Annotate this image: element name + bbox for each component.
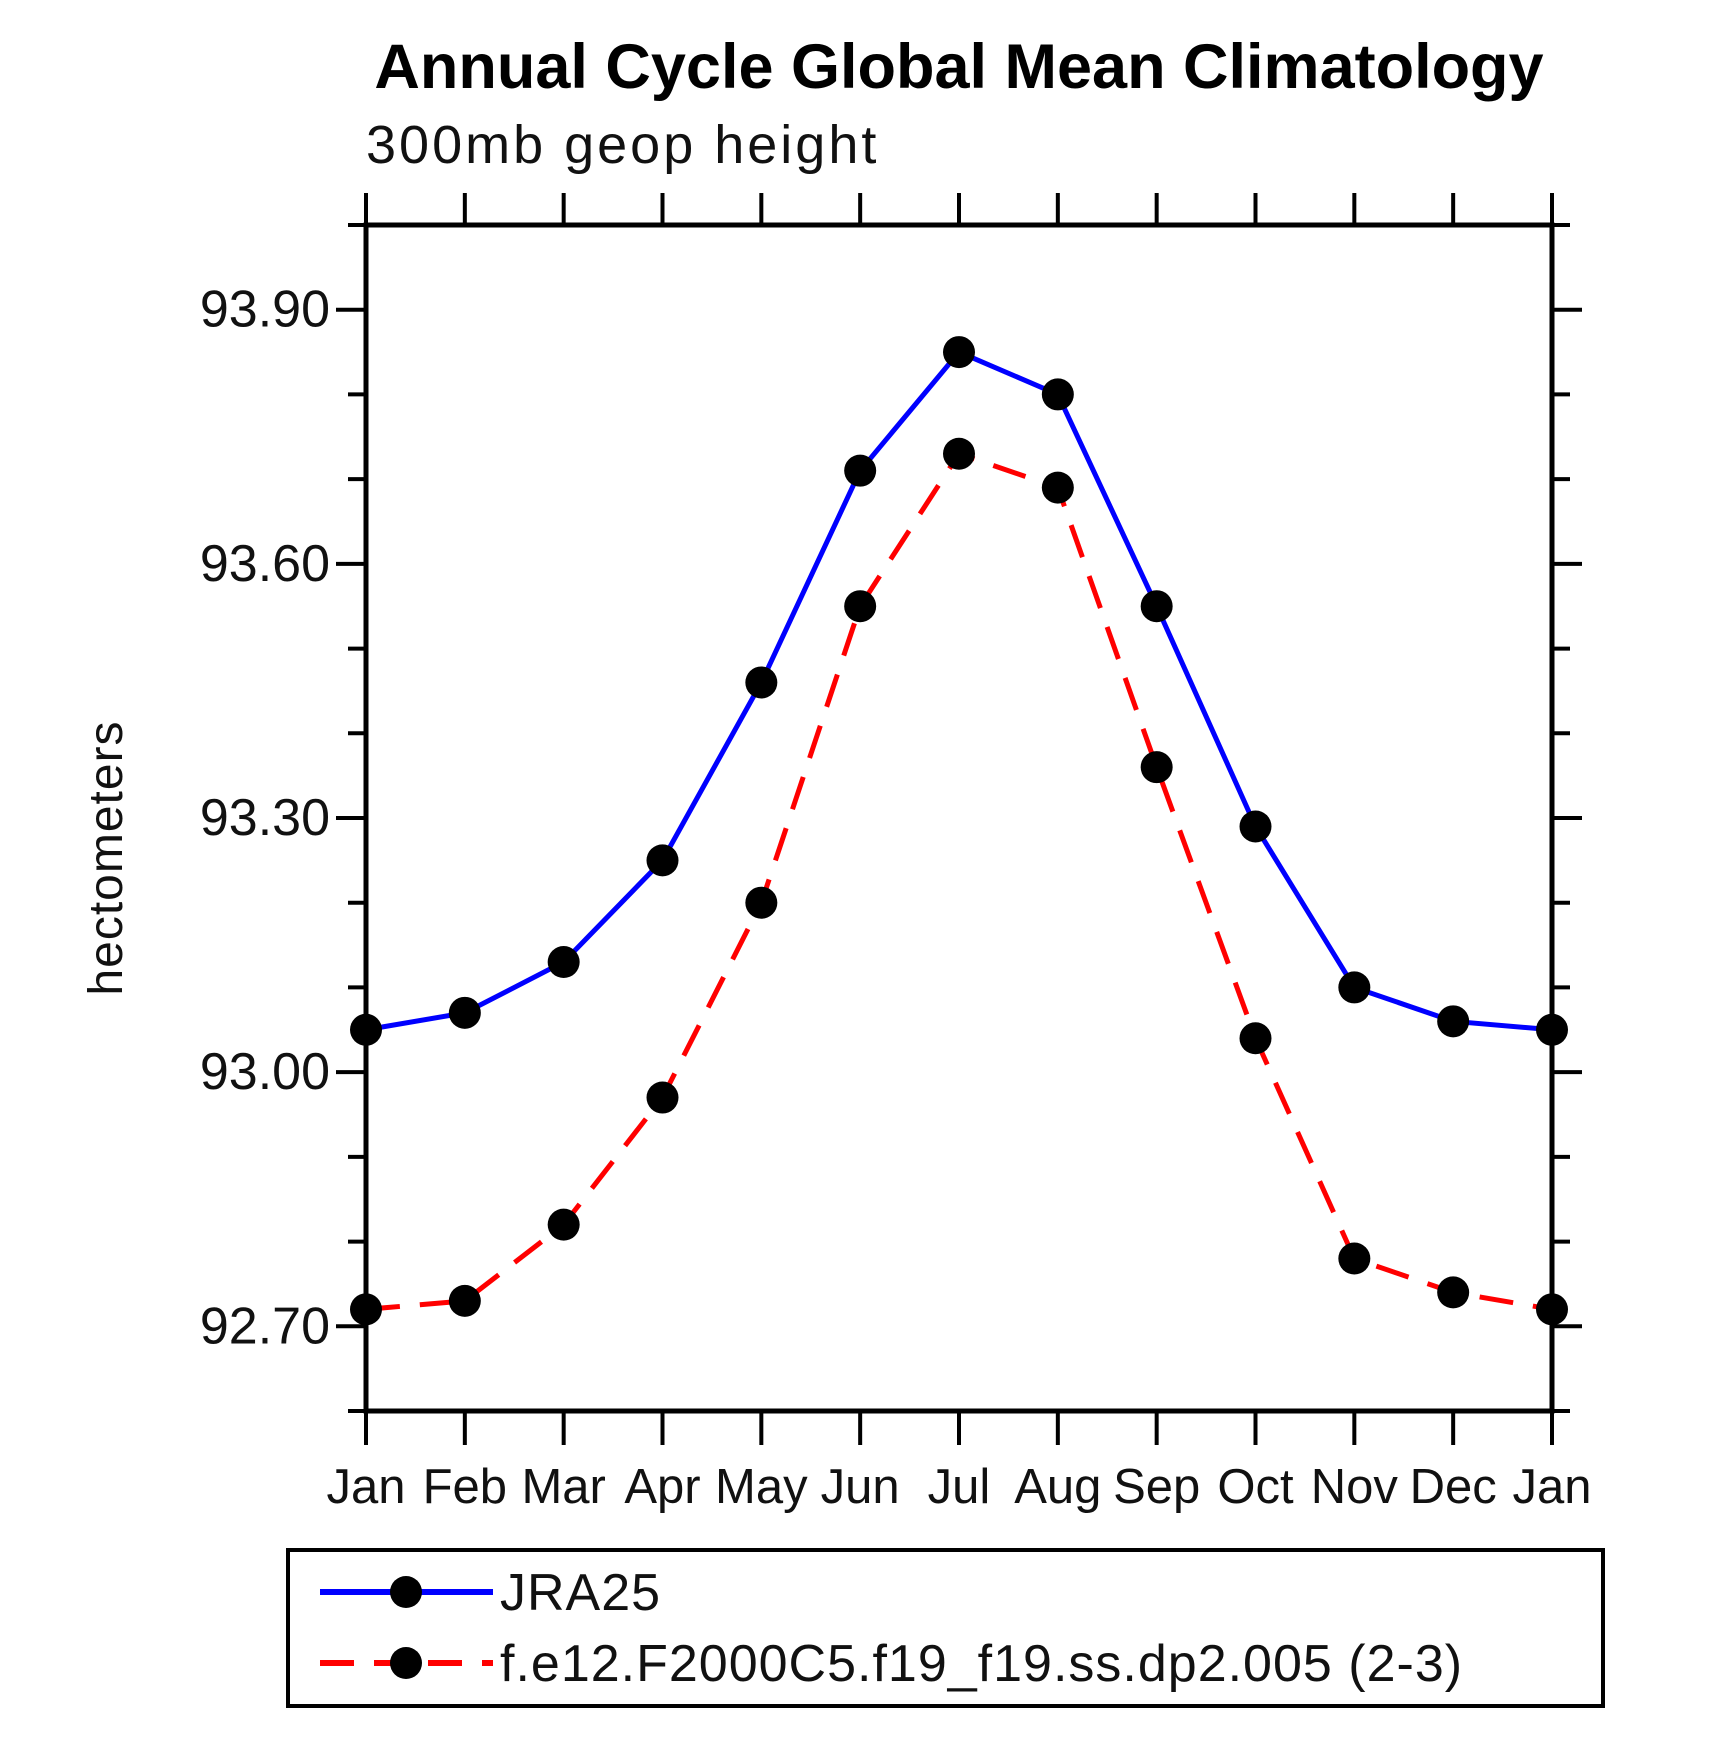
- y-tick-label: 93.00: [200, 1043, 330, 1101]
- chart-title: Annual Cycle Global Mean Climatology: [374, 32, 1543, 102]
- data-point-marker: [844, 590, 877, 623]
- y-tick-label: 93.30: [200, 789, 330, 847]
- data-point-marker: [745, 666, 778, 699]
- x-tick-label: Dec: [1410, 1460, 1497, 1514]
- x-tick-label: Mar: [521, 1460, 605, 1514]
- series-lines: [350, 336, 1568, 1326]
- x-tick-label: Apr: [624, 1460, 700, 1514]
- series-line-1: [365, 450, 1553, 1312]
- data-point-marker: [350, 1293, 382, 1326]
- x-tick-label: Jan: [1512, 1460, 1591, 1514]
- data-point-marker: [1536, 1293, 1568, 1326]
- data-point-marker: [745, 886, 778, 919]
- x-tick-label: Feb: [423, 1460, 507, 1514]
- data-point-marker: [1338, 971, 1371, 1004]
- data-point-marker: [350, 1013, 382, 1046]
- data-point-marker: [943, 437, 975, 470]
- legend-box: [286, 1548, 1605, 1708]
- data-point-marker: [1140, 590, 1173, 623]
- data-point-marker: [547, 946, 580, 979]
- legend: JRA25 f.e12.F2000C5.f19_f19.ss.dp2.005 (…: [286, 1548, 1605, 1708]
- data-point-marker: [1041, 378, 1074, 411]
- data-point-marker: [1140, 751, 1173, 784]
- data-point-marker: [1536, 1013, 1568, 1046]
- y-tick-label: 93.90: [200, 281, 330, 339]
- x-tick-label: Nov: [1311, 1460, 1399, 1514]
- data-point-marker: [844, 454, 877, 487]
- data-point-marker: [1041, 471, 1074, 504]
- data-point-marker: [1338, 1242, 1371, 1275]
- chart-subtitle: 300mb geop height: [366, 115, 879, 175]
- plot-border: [363, 222, 1555, 1414]
- legend-label-model: f.e12.F2000C5.f19_f19.ss.dp2.005 (2-3): [500, 1635, 1463, 1693]
- y-tick-label: 92.70: [200, 1297, 330, 1355]
- data-point-marker: [547, 1208, 580, 1241]
- x-tick-label: Jun: [821, 1460, 900, 1514]
- data-point-marker: [646, 844, 679, 877]
- data-point-marker: [1239, 1022, 1272, 1055]
- x-tick-label: May: [715, 1460, 808, 1514]
- data-point-marker: [448, 996, 481, 1029]
- plot-frame: [363, 222, 1555, 1414]
- data-point-marker: [943, 336, 975, 369]
- data-point-marker: [646, 1081, 679, 1114]
- y-tick-label: 93.60: [200, 535, 330, 593]
- data-point-marker: [1437, 1276, 1470, 1309]
- x-tick-label: Oct: [1217, 1460, 1294, 1514]
- legend-marker-model: [390, 1647, 422, 1679]
- legend-marker-jra25: [390, 1576, 422, 1608]
- x-tick-label: Aug: [1014, 1460, 1101, 1514]
- x-axis-ticks: Jan Feb Mar Apr May Jun Jul Aug Sep Oct Nov Dec Jan: [326, 193, 1592, 1514]
- y-axis-label: hectometers: [80, 720, 133, 995]
- data-point-marker: [1239, 810, 1272, 843]
- y-axis-ticks: 92.70 93.00 93.30 93.60 93.90: [200, 223, 1582, 1413]
- x-tick-label: Jul: [928, 1460, 991, 1514]
- legend-label-jra25: JRA25: [500, 1564, 661, 1622]
- data-point-marker: [448, 1284, 481, 1317]
- x-tick-label: Jan: [326, 1460, 405, 1514]
- data-point-marker: [1437, 1005, 1470, 1038]
- x-tick-label: Sep: [1113, 1460, 1200, 1514]
